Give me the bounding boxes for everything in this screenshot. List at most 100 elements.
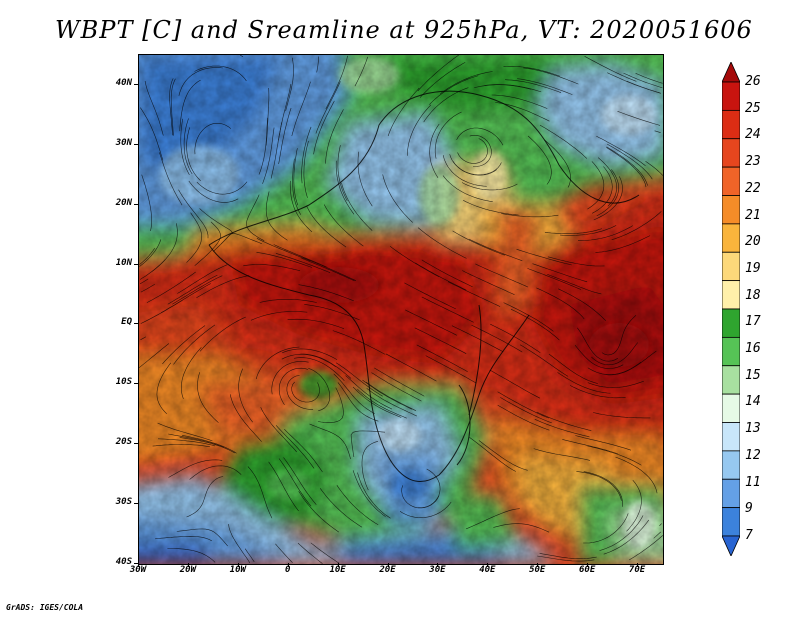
streamline [569,385,626,399]
streamline [179,79,201,132]
streamline [537,555,595,562]
streamline [645,161,663,176]
streamline [635,73,663,84]
colorbar-segment [721,308,741,338]
streamline [593,412,651,419]
streamline [152,444,210,448]
streamline [468,238,523,262]
streamline [352,386,402,418]
streamline [139,248,155,265]
streamline [577,327,618,362]
colorbar-label: 26 [745,74,761,89]
colorbar [721,61,741,557]
streamline [577,225,633,241]
streamline [584,56,637,82]
streamline [626,480,642,532]
streamline [319,488,363,528]
streamline [442,155,487,187]
streamline [534,419,590,438]
streamline [278,458,312,507]
streamline [181,347,202,399]
streamline [170,78,176,136]
streamline [336,485,379,525]
lat-label: 10S [115,377,132,388]
streamline [255,346,300,380]
streamline [449,154,497,176]
lon-tick [437,563,439,567]
streamline [256,252,313,268]
streamline [275,425,315,469]
streamline [615,456,658,494]
streamline [188,180,239,203]
streamline [493,523,550,533]
streamline [603,519,650,555]
streamline [547,274,602,295]
lon-tick [537,563,539,567]
streamline [323,204,364,247]
streamline [557,372,611,394]
streamline [197,372,219,423]
streamline [617,111,661,126]
footer-credit: GrADS: IGES/COLA [6,603,84,612]
colorbar-segment [721,478,741,509]
streamline [186,127,201,182]
streamline [180,118,190,175]
streamline [265,191,288,241]
streamline [404,309,457,336]
streamline [357,151,373,207]
colorbar-label: 11 [745,474,761,490]
lat-label: 20S [115,437,132,448]
streamline [335,362,383,397]
streamline [462,270,515,295]
streamline [574,345,624,369]
streamline [298,284,354,302]
streamline [159,152,183,206]
streamline [583,513,629,544]
streamline [463,200,519,216]
colorbar-segment [721,166,741,196]
streamline [606,146,648,186]
streamline [471,324,523,353]
streamline [177,264,228,294]
streamline [140,336,147,341]
streamline [139,343,170,369]
streamline [407,104,432,156]
streamline [544,139,571,188]
streamline [258,117,268,175]
streamline [361,441,379,491]
colorbar-label: 19 [745,260,761,276]
streamline [606,147,647,188]
colorbar-label: 20 [745,234,761,250]
lon-tick [187,563,189,567]
lat-tick [134,323,138,325]
streamline [313,100,335,155]
streamline [281,348,338,360]
colorbar-label: 21 [745,207,761,223]
streamline [429,75,479,105]
streamline [304,304,360,321]
streamline [592,166,613,214]
streamline [442,175,493,202]
streamline [497,391,549,419]
streamline [607,143,653,180]
colorbar-label: 14 [745,394,761,410]
streamline [385,353,437,382]
streamline [447,281,501,307]
colorbar-segment [721,223,741,253]
streamline [595,235,651,253]
streamline [306,205,347,248]
streamline [156,362,172,415]
streamline [401,485,440,509]
streamline [417,55,459,92]
streamline [357,472,391,519]
streamline [293,148,299,206]
streamline [167,274,218,305]
colorbar-bottom-arrow [721,535,741,557]
streamline [173,324,216,365]
streamline [287,318,345,329]
colorbar-segment [721,109,741,140]
streamline [315,81,341,134]
lat-tick [134,203,138,205]
coastlines [208,90,640,482]
streamline [587,445,642,466]
